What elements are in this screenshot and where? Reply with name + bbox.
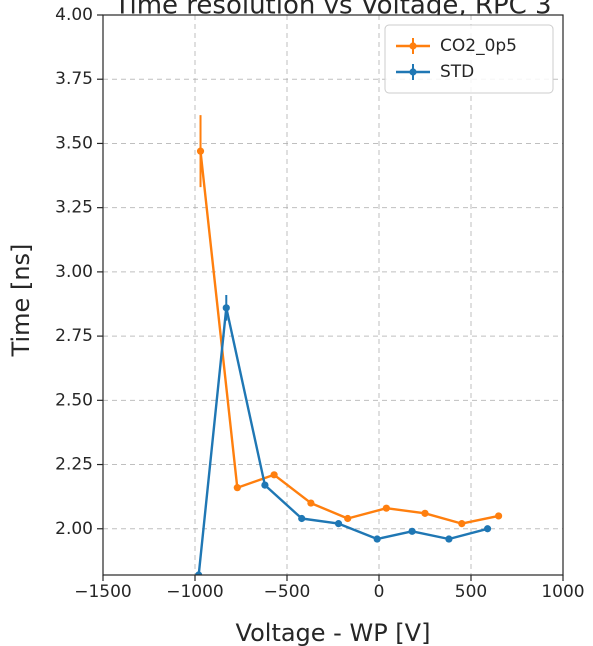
data-point (233, 484, 241, 492)
data-point (298, 514, 306, 523)
x-tick-label: −1000 (166, 582, 224, 602)
x-axis-label: Voltage - WP [V] (236, 619, 431, 646)
y-tick-label: 3.50 (55, 133, 93, 153)
legend-marker (409, 42, 417, 50)
x-tick-label: 0 (374, 582, 385, 602)
data-point (334, 520, 343, 528)
data-point (344, 514, 352, 523)
y-tick-label: 3.00 (55, 262, 93, 282)
series-layer (195, 115, 503, 575)
plot-frame (102, 14, 564, 576)
series-1 (195, 295, 492, 575)
legend-box (384, 24, 554, 94)
x-tick-label: −500 (264, 582, 311, 602)
y-tick-label: 2.75 (55, 326, 93, 346)
legend-marker (409, 68, 417, 76)
legend-entry: CO2_0p5 (396, 36, 517, 56)
data-point (382, 504, 390, 512)
data-point (195, 571, 203, 575)
x-axis-ticks: −1500 −1000 −500 0 500 1000 (74, 575, 585, 602)
legend-label: STD (440, 62, 474, 82)
data-point (421, 509, 429, 517)
plot-area (103, 15, 563, 575)
data-point (261, 481, 269, 489)
y-tick-label: 3.75 (55, 69, 93, 89)
grid (103, 15, 563, 575)
data-point (408, 527, 416, 535)
legend-label: CO2_0p5 (440, 36, 517, 56)
legend-entry: STD (396, 62, 474, 82)
series-0 (196, 115, 503, 528)
data-point (196, 147, 205, 155)
data-point (458, 520, 466, 528)
data-point (483, 525, 492, 533)
y-tick-label: 2.00 (55, 519, 93, 539)
x-tick-label: 1000 (541, 582, 584, 602)
legend: CO2_0p5 STD (384, 24, 554, 94)
data-point (222, 304, 230, 312)
data-point (445, 535, 453, 543)
data-point (373, 535, 381, 543)
x-tick-label: −1500 (74, 582, 132, 602)
y-axis-ticks: 2.00 2.25 2.50 2.75 3.00 3.25 3.50 3.75 4.00 (55, 5, 103, 539)
data-point (495, 512, 503, 520)
data-point (270, 471, 278, 479)
x-tick-label: 500 (455, 582, 487, 602)
y-tick-label: 2.50 (55, 390, 93, 410)
y-axis-label: Time [ns] (7, 244, 35, 358)
data-point (307, 499, 315, 507)
y-tick-label: 2.25 (55, 455, 93, 475)
y-tick-label: 4.00 (55, 5, 93, 25)
y-tick-label: 3.25 (55, 198, 93, 218)
